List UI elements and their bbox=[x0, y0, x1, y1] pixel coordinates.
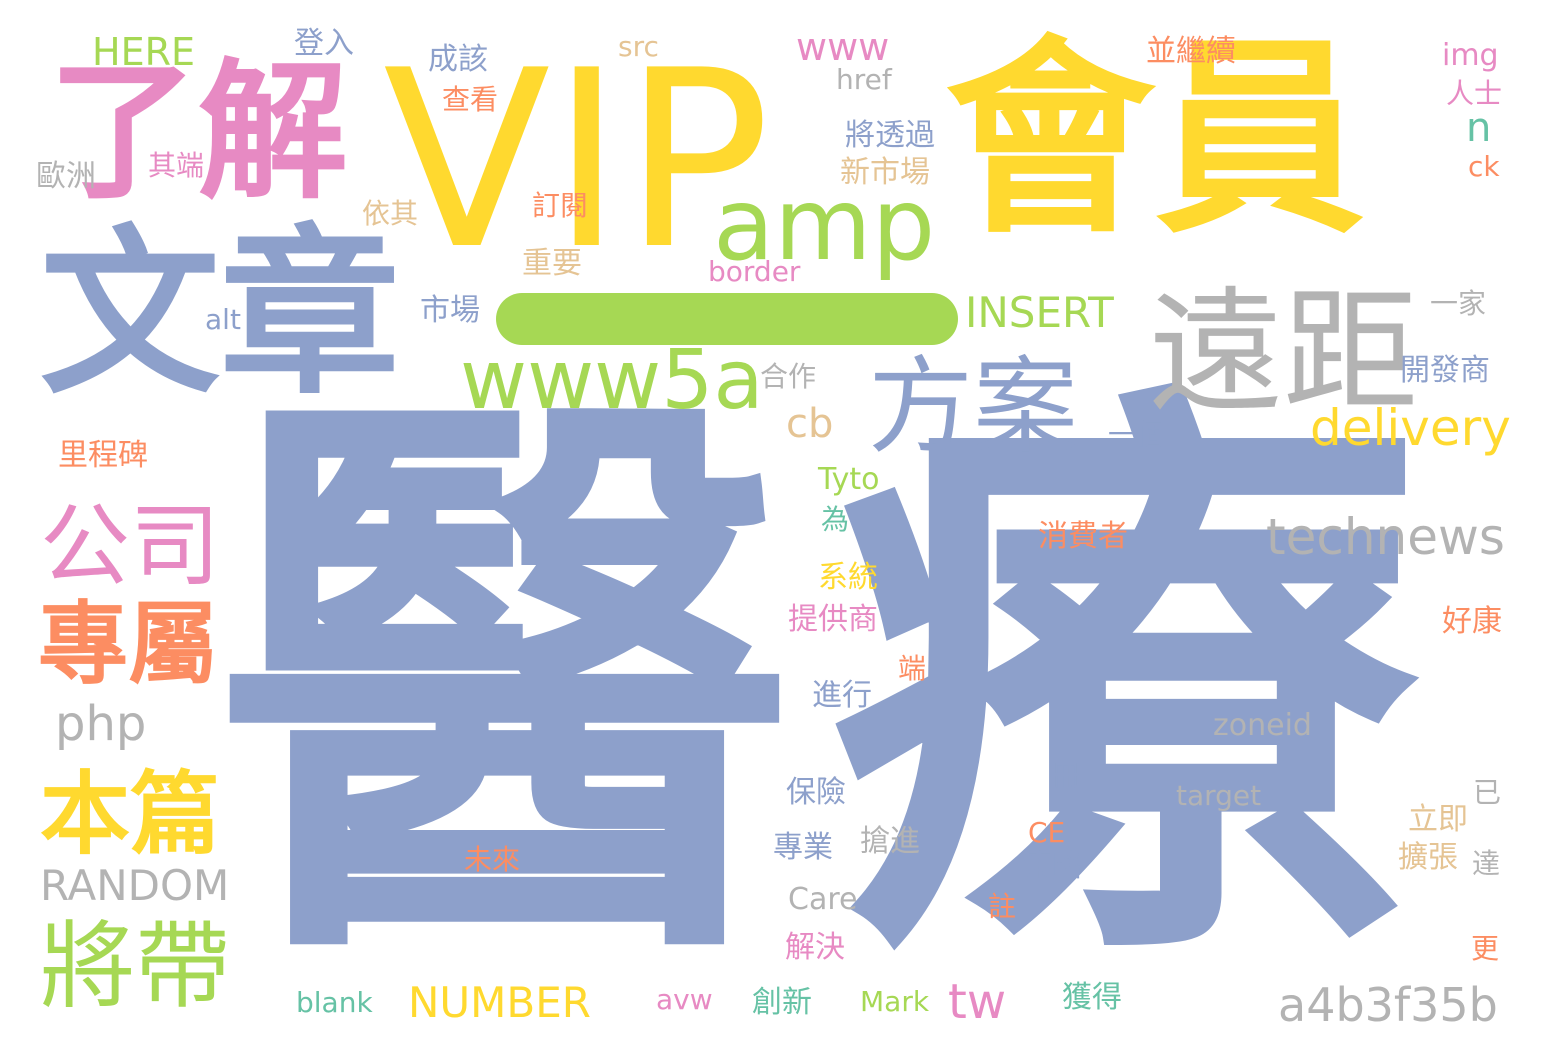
word-cjk-55: 好康 bbox=[1442, 604, 1502, 639]
word-www5a: www5a bbox=[460, 333, 764, 428]
word-cjk-46: 合作 bbox=[760, 360, 817, 393]
word-cjk-38: 歐洲 bbox=[36, 159, 96, 194]
word-cjk-10: 公司 bbox=[40, 494, 220, 599]
word-cjk-57: 進行 bbox=[812, 678, 872, 713]
word-blank: blank bbox=[296, 986, 373, 1019]
word-cjk-41: 重要 bbox=[522, 246, 582, 281]
word-src: src bbox=[618, 30, 659, 63]
word-cjk-67: 策略 bbox=[1022, 849, 1082, 884]
word-cjk-54: 提供商 bbox=[788, 602, 878, 637]
word-cjk-70: 未來 bbox=[464, 843, 521, 876]
word-avw: avw bbox=[656, 983, 713, 1016]
word-vip: VIP bbox=[383, 18, 771, 303]
word-cjk-0: 醫 bbox=[215, 352, 795, 1027]
word-cjk-39: 依其 bbox=[362, 197, 419, 230]
word-cjk-25: 登入 bbox=[294, 26, 354, 61]
word-cjk-77: 創新 bbox=[752, 985, 812, 1020]
word-php: php bbox=[55, 696, 147, 752]
word-cjk-37: 其端 bbox=[148, 149, 205, 182]
word-technews: technews bbox=[1266, 508, 1505, 566]
word-cjk-79: 獲得 bbox=[1062, 980, 1122, 1015]
word-img: img bbox=[1442, 38, 1499, 73]
word-cjk-59: 冊 bbox=[1052, 759, 1081, 792]
word-tyto: Tyto bbox=[818, 462, 880, 497]
word-cjk-74: 更 bbox=[1471, 932, 1500, 965]
word-cjk-36: 新市場 bbox=[840, 155, 930, 190]
word-cjk-30: 並繼續 bbox=[1146, 34, 1236, 69]
word-random: RANDOM bbox=[40, 861, 230, 910]
word-cjk-60: 已 bbox=[1473, 776, 1502, 809]
word-cjk-56: 端 bbox=[898, 652, 927, 685]
word-cjk-13: 將帶 bbox=[40, 912, 231, 1022]
word-here: HERE bbox=[92, 30, 195, 74]
word-cjk-63: 立即 bbox=[1408, 802, 1468, 837]
word-cjk-52: 消費者 bbox=[1038, 519, 1128, 554]
word-cjk-47: 開發商 bbox=[1400, 353, 1490, 388]
word-number: NUMBER bbox=[408, 978, 591, 1027]
word-cjk-49: 里程碑 bbox=[58, 438, 148, 473]
word-cjk-73: 解決 bbox=[785, 930, 845, 965]
word-cjk-43: 市場 bbox=[420, 293, 480, 328]
word-cjk-4: 了解 bbox=[48, 46, 349, 220]
word-border: border bbox=[708, 255, 801, 288]
word-cjk-1: 療 bbox=[830, 341, 1420, 1028]
word-cjk-45: 一家 bbox=[1430, 287, 1487, 320]
word-mark: Mark bbox=[860, 985, 930, 1018]
word-href: href bbox=[836, 63, 892, 96]
word-care: Care bbox=[788, 882, 858, 917]
dash-word bbox=[496, 293, 958, 345]
word-cjk-51: 為 bbox=[821, 503, 850, 536]
word-insert: INSERT bbox=[965, 288, 1114, 337]
word-amp: amp bbox=[713, 166, 936, 283]
word-cjk-48: 一個 bbox=[1108, 418, 1165, 451]
word-cjk-68: 擴張 bbox=[1398, 840, 1458, 875]
word-cjk-11: 專屬 bbox=[38, 592, 218, 697]
word-cjk-27: 查看 bbox=[442, 83, 499, 116]
word-zoneid: zoneid bbox=[1213, 708, 1312, 743]
word-a4b3f35b: a4b3f35b bbox=[1278, 978, 1498, 1032]
word-cjk-61: 保險 bbox=[786, 775, 846, 810]
word-cjk-5: 文章 bbox=[40, 210, 401, 419]
word-cb: cb bbox=[786, 401, 834, 447]
word-cjk-40: 訂閱 bbox=[532, 189, 589, 222]
word-cjk-9: 方案 bbox=[868, 346, 1079, 468]
word-delivery: delivery bbox=[1310, 399, 1511, 457]
word-ck: ck bbox=[1468, 150, 1500, 183]
word-cjk-64: 專業 bbox=[773, 830, 833, 865]
word-www: www bbox=[796, 25, 890, 69]
word-cjk-6: 遠距 bbox=[1148, 274, 1418, 431]
word-cjk-35: 將透過 bbox=[845, 118, 935, 153]
word-tw: tw bbox=[948, 974, 1007, 1030]
word-cjk-12: 本篇 bbox=[40, 762, 220, 867]
word-cjk-72: 註 bbox=[988, 890, 1017, 923]
word-cjk-32: 人士 bbox=[1446, 77, 1503, 110]
word-cjk-53: 系統 bbox=[818, 560, 878, 595]
word-alt: alt bbox=[205, 303, 241, 336]
word-ce: CE bbox=[1028, 816, 1066, 849]
word-cjk-65: 搶進 bbox=[860, 824, 920, 859]
word-cjk-26: 成該 bbox=[428, 42, 488, 77]
word-n: n bbox=[1466, 105, 1492, 151]
word-cjk-3: 會員 bbox=[945, 17, 1366, 262]
word-target: target bbox=[1176, 779, 1262, 812]
word-cjk-69: 達 bbox=[1472, 847, 1501, 880]
